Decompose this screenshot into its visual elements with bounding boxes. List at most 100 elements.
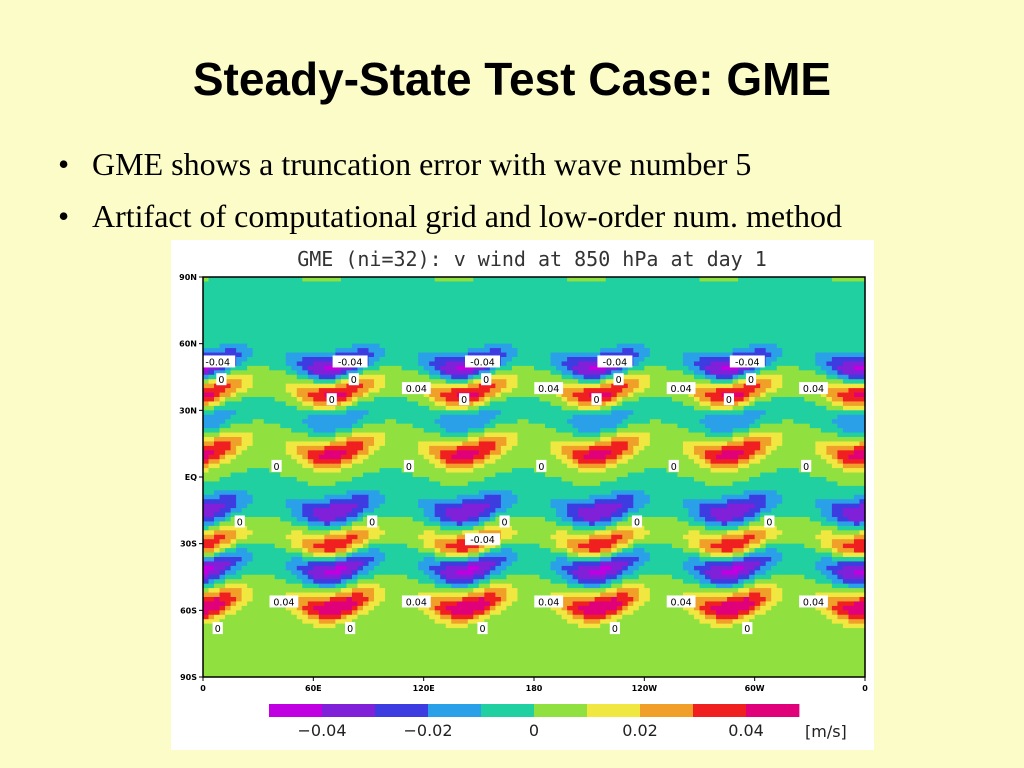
field-cell [815, 410, 822, 416]
field-cell [396, 432, 403, 438]
field-cell [671, 321, 679, 327]
field-cell [346, 419, 353, 425]
field-cell [418, 317, 425, 323]
field-cell [853, 330, 861, 336]
field-cell [826, 401, 833, 407]
field-cell [208, 379, 215, 385]
field-cell [318, 334, 325, 340]
field-cell [682, 441, 690, 447]
field-cell [467, 330, 474, 336]
field-cell [539, 365, 546, 371]
field-cell [440, 312, 447, 318]
field-cell [456, 459, 463, 465]
field-cell [401, 317, 408, 323]
field-cell [313, 423, 320, 429]
field-cell [793, 321, 800, 327]
field-cell [269, 334, 276, 340]
field-cell [252, 303, 259, 309]
field-cell [362, 285, 370, 291]
field-cell [473, 423, 480, 429]
field-cell [853, 454, 861, 460]
field-cell [666, 312, 673, 318]
field-cell [749, 334, 756, 340]
field-cell [721, 281, 728, 287]
field-cell [754, 308, 761, 314]
field-cell [511, 410, 519, 416]
field-cell [826, 454, 833, 460]
field-cell [302, 423, 309, 429]
field-cell [307, 414, 314, 420]
field-cell [456, 348, 463, 354]
field-cell [478, 330, 485, 336]
field-cell [429, 388, 436, 394]
field-cell [782, 299, 789, 305]
field-cell [440, 454, 447, 460]
field-cell [214, 348, 221, 354]
field-cell [214, 441, 221, 447]
field-cell [390, 352, 397, 358]
field-cell [583, 419, 590, 425]
field-cell [583, 361, 590, 367]
field-cell [285, 357, 292, 363]
field-cell [616, 370, 623, 376]
field-cell [385, 365, 392, 371]
field-cell [853, 401, 861, 407]
field-cell [418, 361, 425, 367]
field-cell [539, 428, 546, 434]
field-cell [396, 348, 403, 354]
field-cell [241, 428, 248, 434]
field-cell [467, 423, 474, 429]
field-cell [600, 299, 607, 305]
field-cell [743, 450, 750, 456]
field-cell [506, 352, 513, 358]
field-cell [440, 285, 447, 291]
field-cell [390, 330, 397, 336]
field-cell [787, 374, 794, 380]
field-cell [842, 454, 850, 460]
field-cell [787, 285, 794, 291]
field-cell [219, 414, 226, 420]
field-cell [749, 370, 756, 376]
field-cell [263, 357, 270, 363]
field-cell [534, 437, 541, 443]
field-cell [451, 357, 458, 363]
field-cell [539, 317, 546, 323]
field-cell [644, 352, 651, 358]
field-cell [511, 437, 519, 443]
field-cell [230, 410, 237, 416]
field-cell [594, 281, 601, 287]
field-cell [837, 285, 844, 291]
field-cell [815, 437, 822, 443]
field-cell [611, 445, 618, 451]
field-cell [820, 299, 827, 305]
field-cell [203, 334, 210, 340]
field-cell [622, 299, 629, 305]
field-cell [445, 414, 452, 420]
field-cell [815, 277, 822, 283]
field-cell [671, 343, 679, 349]
field-cell [671, 374, 679, 380]
field-cell [666, 281, 673, 287]
field-cell [721, 285, 728, 291]
field-cell [837, 330, 844, 336]
field-cell [456, 450, 463, 456]
field-cell [677, 419, 684, 425]
field-cell [489, 419, 496, 425]
field-cell [225, 312, 232, 318]
field-cell [583, 312, 590, 318]
field-cell [666, 405, 673, 411]
field-cell [600, 303, 607, 309]
field-cell [550, 450, 557, 456]
field-cell [418, 379, 425, 385]
field-cell [754, 330, 761, 336]
field-cell [291, 361, 298, 367]
field-cell [644, 397, 651, 403]
field-cell [203, 432, 210, 438]
field-cell [495, 325, 502, 331]
field-cell [495, 428, 502, 434]
field-cell [313, 419, 320, 425]
field-cell [567, 370, 574, 376]
field-cell [655, 379, 662, 385]
field-cell [545, 357, 552, 363]
field-cell [809, 392, 816, 398]
